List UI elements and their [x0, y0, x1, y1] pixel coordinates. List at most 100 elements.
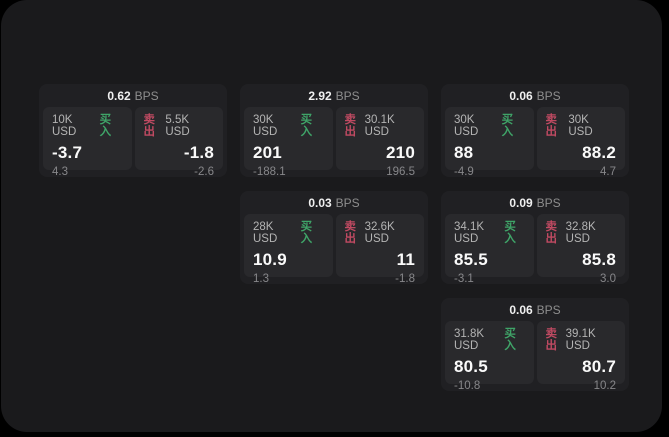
buy-price: 80.5	[454, 357, 488, 376]
sell-change: 196.5	[386, 166, 415, 178]
bps-value: 0.03	[308, 196, 332, 210]
quote-panels: 30K USD 买入 201 -188.1 卖出 30.1K USD 210 1…	[240, 107, 428, 178]
sell-panel-header: 卖出 30K USD	[546, 114, 617, 138]
sell-price: 210	[386, 143, 415, 162]
buy-panel-header: 28K USD 买入	[253, 221, 324, 245]
quote-panels: 10K USD 买入 -3.7 4.3 卖出 5.5K USD -1.8 -2.…	[39, 107, 227, 178]
sell-amount: 5.5K USD	[165, 114, 190, 138]
sell-side-label: 卖出	[545, 221, 558, 245]
bps-unit-label: BPS	[536, 196, 561, 210]
quote-card: 0.09 BPS 34.1K USD 买入 85.5 -3.1 卖出 32.8K …	[441, 191, 629, 285]
buy-quote-panel[interactable]: 30K USD 买入 88 -4.9	[445, 107, 534, 178]
buy-side-label: 买入	[99, 114, 112, 138]
buy-amount: 30K USD	[454, 114, 479, 138]
sell-panel-header: 卖出 32.8K USD	[546, 221, 617, 245]
buy-quote-panel[interactable]: 10K USD 买入 -3.7 4.3	[43, 107, 132, 178]
app-window: 0.62 BPS 10K USD 买入 -3.7 4.3 卖出 5.5K USD …	[1, 0, 662, 432]
buy-change: 4.3	[52, 166, 68, 178]
sell-panel-header: 卖出 30.1K USD	[345, 114, 416, 138]
buy-price: 201	[253, 143, 282, 162]
buy-side-label: 买入	[300, 221, 313, 245]
quote-card: 0.03 BPS 28K USD 买入 10.9 1.3 卖出 32.6K USD…	[240, 191, 428, 285]
sell-quote-panel[interactable]: 卖出 39.1K USD 80.7 10.2	[536, 321, 625, 392]
bps-value: 0.62	[107, 89, 131, 103]
buy-quote-panel[interactable]: 31.8K USD 买入 80.5 -10.8	[445, 321, 534, 392]
sell-panel-header: 卖出 5.5K USD	[144, 114, 215, 138]
sell-panel-header: 卖出 39.1K USD	[546, 328, 617, 352]
card-header: 0.62 BPS	[39, 84, 227, 107]
sell-panel-header: 卖出 32.6K USD	[345, 221, 416, 245]
sell-change: -2.6	[194, 166, 214, 178]
quote-card: 2.92 BPS 30K USD 买入 201 -188.1 卖出 30.1K U…	[240, 84, 428, 178]
buy-amount: 31.8K USD	[454, 328, 485, 352]
sell-quote-panel[interactable]: 卖出 30.1K USD 210 196.5	[335, 107, 424, 178]
buy-change: -3.1	[454, 273, 474, 285]
bps-unit-label: BPS	[134, 89, 159, 103]
sell-change: 10.2	[593, 380, 616, 392]
bps-unit-label: BPS	[335, 89, 360, 103]
buy-amount: 34.1K USD	[454, 221, 485, 245]
sell-quote-panel[interactable]: 卖出 30K USD 88.2 4.7	[536, 107, 625, 178]
sell-side-label: 卖出	[344, 221, 357, 245]
buy-panel-header: 10K USD 买入	[52, 114, 123, 138]
card-header: 0.03 BPS	[240, 191, 428, 214]
buy-amount: 10K USD	[52, 114, 77, 138]
sell-amount: 30.1K USD	[364, 114, 395, 138]
buy-quote-panel[interactable]: 28K USD 买入 10.9 1.3	[244, 214, 333, 285]
bps-unit-label: BPS	[536, 303, 561, 317]
bps-value: 0.06	[509, 303, 533, 317]
quote-card: 0.06 BPS 30K USD 买入 88 -4.9 卖出 30K USD 88…	[441, 84, 629, 178]
card-header: 2.92 BPS	[240, 84, 428, 107]
sell-amount: 30K USD	[568, 114, 593, 138]
quote-panels: 30K USD 买入 88 -4.9 卖出 30K USD 88.2 4.7	[441, 107, 629, 178]
quote-panels: 28K USD 买入 10.9 1.3 卖出 32.6K USD 11 -1.8	[240, 214, 428, 285]
buy-quote-panel[interactable]: 34.1K USD 买入 85.5 -3.1	[445, 214, 534, 285]
sell-price: -1.8	[183, 143, 214, 162]
sell-price: 80.7	[582, 357, 616, 376]
sell-change: 4.7	[600, 166, 616, 178]
sell-side-label: 卖出	[545, 114, 558, 138]
sell-price: 11	[396, 250, 415, 269]
buy-change: -4.9	[454, 166, 474, 178]
buy-side-label: 买入	[501, 114, 514, 138]
buy-quote-panel[interactable]: 30K USD 买入 201 -188.1	[244, 107, 333, 178]
buy-side-label: 买入	[504, 328, 516, 352]
card-header: 0.09 BPS	[441, 191, 629, 214]
buy-panel-header: 30K USD 买入	[454, 114, 525, 138]
sell-side-label: 卖出	[143, 114, 156, 138]
sell-quote-panel[interactable]: 卖出 32.6K USD 11 -1.8	[335, 214, 424, 285]
buy-side-label: 买入	[504, 221, 516, 245]
buy-price: 85.5	[454, 250, 488, 269]
buy-change: 1.3	[253, 273, 269, 285]
sell-price: 85.8	[582, 250, 616, 269]
bps-unit-label: BPS	[536, 89, 561, 103]
sell-change: -1.8	[395, 273, 415, 285]
buy-amount: 30K USD	[253, 114, 278, 138]
quote-card: 0.06 BPS 31.8K USD 买入 80.5 -10.8 卖出 39.1K…	[441, 298, 629, 392]
bps-value: 0.06	[509, 89, 533, 103]
buy-panel-header: 34.1K USD 买入	[454, 221, 525, 245]
sell-quote-panel[interactable]: 卖出 32.8K USD 85.8 3.0	[536, 214, 625, 285]
buy-amount: 28K USD	[253, 221, 278, 245]
bps-value: 2.92	[308, 89, 332, 103]
sell-amount: 32.8K USD	[565, 221, 596, 245]
buy-change: -10.8	[454, 380, 481, 392]
buy-change: -188.1	[253, 166, 286, 178]
card-header: 0.06 BPS	[441, 84, 629, 107]
sell-amount: 39.1K USD	[565, 328, 596, 352]
buy-panel-header: 31.8K USD 买入	[454, 328, 525, 352]
sell-price: 88.2	[582, 143, 616, 162]
sell-amount: 32.6K USD	[364, 221, 395, 245]
buy-side-label: 买入	[300, 114, 313, 138]
buy-price: -3.7	[52, 143, 83, 162]
bps-unit-label: BPS	[335, 196, 360, 210]
sell-change: 3.0	[600, 273, 616, 285]
buy-panel-header: 30K USD 买入	[253, 114, 324, 138]
quote-panels: 31.8K USD 买入 80.5 -10.8 卖出 39.1K USD 80.…	[441, 321, 629, 392]
sell-side-label: 卖出	[545, 328, 558, 352]
sell-side-label: 卖出	[344, 114, 357, 138]
sell-quote-panel[interactable]: 卖出 5.5K USD -1.8 -2.6	[134, 107, 223, 178]
quote-panels: 34.1K USD 买入 85.5 -3.1 卖出 32.8K USD 85.8…	[441, 214, 629, 285]
bps-value: 0.09	[509, 196, 533, 210]
buy-price: 88	[454, 143, 474, 162]
